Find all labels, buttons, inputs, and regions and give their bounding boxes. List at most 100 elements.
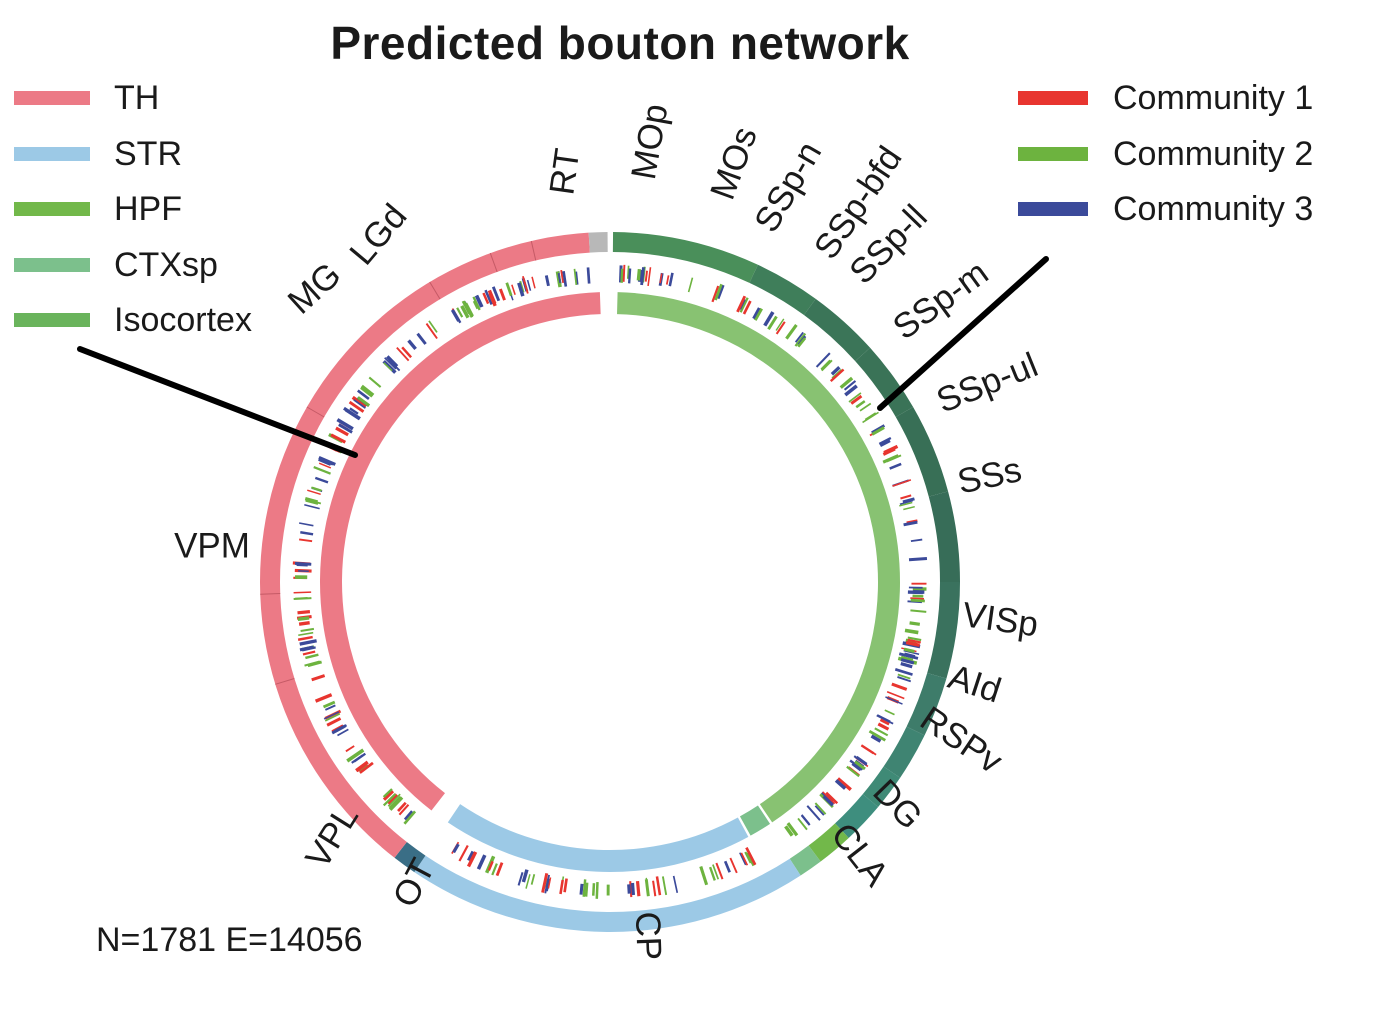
- community-tick: [574, 271, 579, 285]
- community-tick: [822, 791, 836, 805]
- community-tick: [322, 700, 336, 709]
- community-tick: [797, 817, 808, 831]
- community-tick: [801, 814, 810, 825]
- community-tick: [903, 647, 915, 653]
- community-tick: [900, 662, 913, 669]
- community-tick: [351, 395, 367, 409]
- inner-ring-str: [447, 804, 749, 872]
- community-tick: [345, 745, 355, 753]
- community-tick: [752, 307, 761, 320]
- community-tick: [897, 673, 911, 680]
- community-tick: [871, 424, 886, 434]
- community-tick: [311, 674, 326, 682]
- legend-swatch-ctxsp: [14, 257, 90, 272]
- outer-ring-mop: [612, 232, 758, 283]
- community-tick: [897, 676, 912, 683]
- community-tick: [557, 273, 561, 283]
- community-tick: [856, 755, 868, 765]
- community-tick: [584, 882, 589, 897]
- community-tick: [907, 638, 921, 644]
- community-tick: [482, 292, 490, 305]
- community-tick: [909, 621, 921, 626]
- community-tick: [902, 497, 915, 504]
- community-tick: [385, 355, 399, 368]
- community-tick: [293, 591, 312, 594]
- region-label-lgd: LGd: [342, 197, 414, 273]
- community-tick: [849, 759, 864, 771]
- community-tick: [903, 505, 915, 511]
- community-tick: [899, 501, 913, 507]
- community-ticks: [292, 264, 928, 899]
- region-label-visp: VISp: [960, 595, 1041, 644]
- region-label-rt: RT: [542, 146, 587, 197]
- community-tick: [416, 332, 427, 345]
- community-tick: [491, 863, 498, 876]
- outer-ring-ot: [394, 842, 426, 873]
- outer-ring-dg: [808, 823, 849, 862]
- community-tick: [885, 696, 903, 705]
- community-tick: [745, 847, 757, 866]
- community-tick: [877, 722, 890, 731]
- community-tick: [814, 805, 825, 816]
- community-tick: [592, 883, 596, 896]
- community-tick: [351, 754, 364, 764]
- community-tick: [511, 284, 516, 295]
- community-tick: [740, 852, 749, 866]
- legend-swatch-community-2: [1018, 146, 1088, 161]
- legend-label-ctxsp: CTXsp: [114, 245, 218, 284]
- community-tick: [767, 315, 778, 331]
- community-tick: [882, 454, 899, 464]
- community-tick: [708, 866, 716, 881]
- outer-ring-cla: [789, 845, 821, 876]
- community-tick: [794, 332, 807, 347]
- community-tick: [797, 337, 807, 348]
- community-tick: [659, 273, 663, 284]
- community-tick: [630, 882, 636, 896]
- community-tick: [530, 874, 536, 885]
- community-tick: [426, 323, 436, 337]
- community-tick: [318, 456, 334, 466]
- community-tick: [640, 267, 645, 286]
- legend-swatch-str: [14, 146, 90, 161]
- region-label-aid: AId: [944, 657, 1006, 710]
- community-tick: [337, 728, 349, 737]
- community-tick: [889, 462, 902, 470]
- community-tick: [491, 286, 501, 302]
- outer-ring-visp: [883, 726, 925, 778]
- community-tick: [886, 691, 905, 700]
- community-tick: [729, 857, 738, 874]
- community-tick: [472, 296, 481, 311]
- community-tick: [544, 874, 550, 894]
- community-tick: [910, 598, 925, 603]
- legend-swatch-th: [14, 91, 90, 105]
- community-tick: [870, 734, 882, 743]
- region-label-rspv: RSPv: [913, 699, 1009, 782]
- community-tick: [348, 400, 365, 413]
- community-tick: [338, 423, 353, 434]
- community-tick: [466, 851, 478, 868]
- community-tick: [753, 307, 763, 321]
- community-tick: [582, 879, 587, 897]
- outer-ring-cp: [414, 855, 801, 932]
- community-tick: [661, 876, 668, 896]
- community-tick: [299, 538, 313, 543]
- community-tick: [876, 714, 894, 725]
- community-tick: [855, 400, 866, 409]
- pointer-line-left: [77, 346, 358, 458]
- community-tick: [786, 822, 799, 837]
- community-tick: [522, 276, 529, 294]
- community-tick: [382, 789, 395, 801]
- outer-ring-ssp-n: [803, 298, 871, 362]
- community-tick: [824, 794, 834, 804]
- community-tick: [668, 272, 674, 287]
- community-tick: [403, 810, 414, 821]
- community-tick: [622, 264, 626, 282]
- community-tick: [775, 318, 785, 331]
- community-tick: [525, 874, 531, 889]
- community-tick: [834, 779, 847, 790]
- community-tick: [825, 791, 839, 805]
- outer-ring-divider: [260, 593, 281, 595]
- community-tick: [903, 649, 920, 655]
- community-tick: [715, 862, 724, 880]
- outer-ring-rspv: [835, 794, 879, 838]
